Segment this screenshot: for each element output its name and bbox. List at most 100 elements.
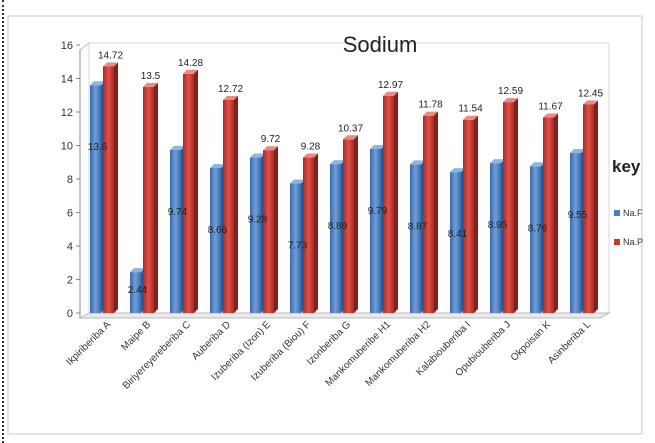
category-label-13: Asinberiba L xyxy=(546,319,593,366)
y-tick-label: 0 xyxy=(67,308,73,320)
bar-side-na-p-1 xyxy=(114,62,118,313)
value-label-na-f-1: 13.6 xyxy=(88,142,108,153)
bar-top-na-p-2 xyxy=(143,82,158,87)
bar-side-na-p-13 xyxy=(594,100,598,314)
category-label-1: Ikpiriberiba A xyxy=(64,319,113,368)
bar-top-na-f-3 xyxy=(170,145,185,150)
y-tick-label: 4 xyxy=(67,241,73,253)
bar-na-f-1 xyxy=(90,85,101,313)
bar-top-na-p-7 xyxy=(343,135,358,140)
bar-side-na-p-7 xyxy=(354,135,358,313)
bar-top-na-p-3 xyxy=(183,69,198,74)
value-label-na-f-7: 8.89 xyxy=(328,221,348,232)
bar-na-p-11 xyxy=(503,102,514,314)
data-labels: 13.6 14.72 2.44 13.5 9.74 14.28 8.66 12.72 9.28 9… xyxy=(88,50,604,296)
value-label-na-p-2: 13.5 xyxy=(141,71,161,82)
y-tick-label: 8 xyxy=(67,174,73,186)
bar-na-p-6 xyxy=(303,157,314,313)
bar-na-f-13 xyxy=(570,153,581,313)
bar-top-na-f-7 xyxy=(330,160,345,165)
bar-side-na-p-2 xyxy=(154,82,158,313)
bar-top-na-f-6 xyxy=(290,179,305,184)
value-label-na-f-8: 9.79 xyxy=(368,206,388,217)
bar-top-na-p-13 xyxy=(583,100,598,105)
category-label-4: Auberiba D xyxy=(190,319,233,362)
bar-side-na-p-10 xyxy=(474,115,478,313)
category-label-2: Maipe B xyxy=(119,319,153,353)
bar-side-na-p-5 xyxy=(274,146,278,313)
bar-top-na-p-1 xyxy=(103,62,118,67)
bar-na-f-12 xyxy=(530,166,541,313)
value-label-na-p-8: 12.97 xyxy=(378,80,403,91)
bar-na-f-3 xyxy=(170,149,181,313)
value-label-na-p-13: 12.45 xyxy=(578,88,603,99)
y-axis-depth xyxy=(79,42,90,51)
bar-side-na-p-12 xyxy=(554,113,558,313)
x-axis-labels: Ikpiriberiba A Maipe BBiriyereyereberiba … xyxy=(64,319,593,392)
bar-top-na-f-11 xyxy=(490,159,505,164)
bar-top-na-f-4 xyxy=(210,163,225,168)
bar-na-p-3 xyxy=(183,73,194,313)
bar-na-p-10 xyxy=(463,119,474,313)
y-tick-label: 10 xyxy=(61,141,73,153)
bar-na-f-8 xyxy=(370,149,381,313)
bar-na-p-1 xyxy=(103,66,114,313)
value-label-na-p-11: 12.59 xyxy=(498,86,523,97)
legend-swatch-na-f xyxy=(614,210,620,216)
y-tick-label: 6 xyxy=(67,208,73,220)
value-label-na-f-11: 8.95 xyxy=(488,220,508,231)
bar-top-na-p-6 xyxy=(303,153,318,158)
value-label-na-p-5: 9.72 xyxy=(261,134,281,145)
bar-side-na-p-4 xyxy=(234,95,238,313)
bar-na-p-4 xyxy=(223,99,234,313)
bar-top-na-p-10 xyxy=(463,115,478,120)
bar-na-p-12 xyxy=(543,117,554,313)
value-label-na-f-4: 8.66 xyxy=(208,225,228,236)
value-label-na-f-3: 9.74 xyxy=(168,207,188,218)
chart-area-border xyxy=(7,15,643,435)
bar-top-na-p-8 xyxy=(383,91,398,96)
value-label-na-f-6: 7.73 xyxy=(288,241,308,252)
value-label-na-p-1: 14.72 xyxy=(98,50,123,61)
bar-top-na-f-1 xyxy=(90,81,105,86)
value-label-na-p-12: 11.67 xyxy=(538,102,563,113)
bar-top-na-f-12 xyxy=(530,162,545,167)
category-label-3: Biriyereyereberiba C xyxy=(121,319,193,391)
legend-label-na-p: Na.P xyxy=(623,237,643,247)
bar-side-na-p-9 xyxy=(434,111,438,313)
bar-top-na-f-2 xyxy=(130,268,145,273)
bar-na-f-9 xyxy=(410,164,421,313)
value-label-na-f-12: 8.76 xyxy=(528,223,548,234)
bar-na-f-4 xyxy=(210,167,221,313)
value-label-na-f-13: 9.55 xyxy=(568,210,588,221)
bar-side-na-p-3 xyxy=(194,69,198,313)
y-tick-label: 14 xyxy=(61,74,73,86)
value-label-na-p-4: 12.72 xyxy=(218,84,243,95)
value-label-na-f-9: 8.87 xyxy=(408,221,428,232)
y-tick-label: 16 xyxy=(61,40,73,52)
value-label-na-p-3: 14.28 xyxy=(178,58,203,69)
bar-na-f-10 xyxy=(450,172,461,313)
bar-side-na-p-6 xyxy=(314,153,318,313)
bar-series xyxy=(90,62,598,314)
value-label-na-p-10: 11.54 xyxy=(458,104,483,115)
y-tick-label: 2 xyxy=(67,275,73,287)
value-label-na-p-7: 10.37 xyxy=(338,123,363,134)
bar-na-f-11 xyxy=(490,163,501,313)
bar-na-p-8 xyxy=(383,95,394,313)
value-label-na-f-10: 8.41 xyxy=(448,229,468,240)
value-label-na-f-5: 9.28 xyxy=(248,215,268,226)
bar-na-f-6 xyxy=(290,183,301,313)
bar-na-f-2 xyxy=(130,272,141,313)
image-left-border xyxy=(2,0,4,443)
bar-na-f-7 xyxy=(330,164,341,313)
bar-top-na-p-5 xyxy=(263,146,278,151)
bar-na-p-7 xyxy=(343,139,354,313)
plot-floor xyxy=(78,312,611,319)
value-label-na-f-2: 2.44 xyxy=(128,285,148,296)
bar-top-na-p-4 xyxy=(223,95,238,100)
chart-title: Sodium xyxy=(343,32,418,57)
legend-swatch-na-p xyxy=(614,239,620,245)
bar-top-na-f-10 xyxy=(450,168,465,173)
